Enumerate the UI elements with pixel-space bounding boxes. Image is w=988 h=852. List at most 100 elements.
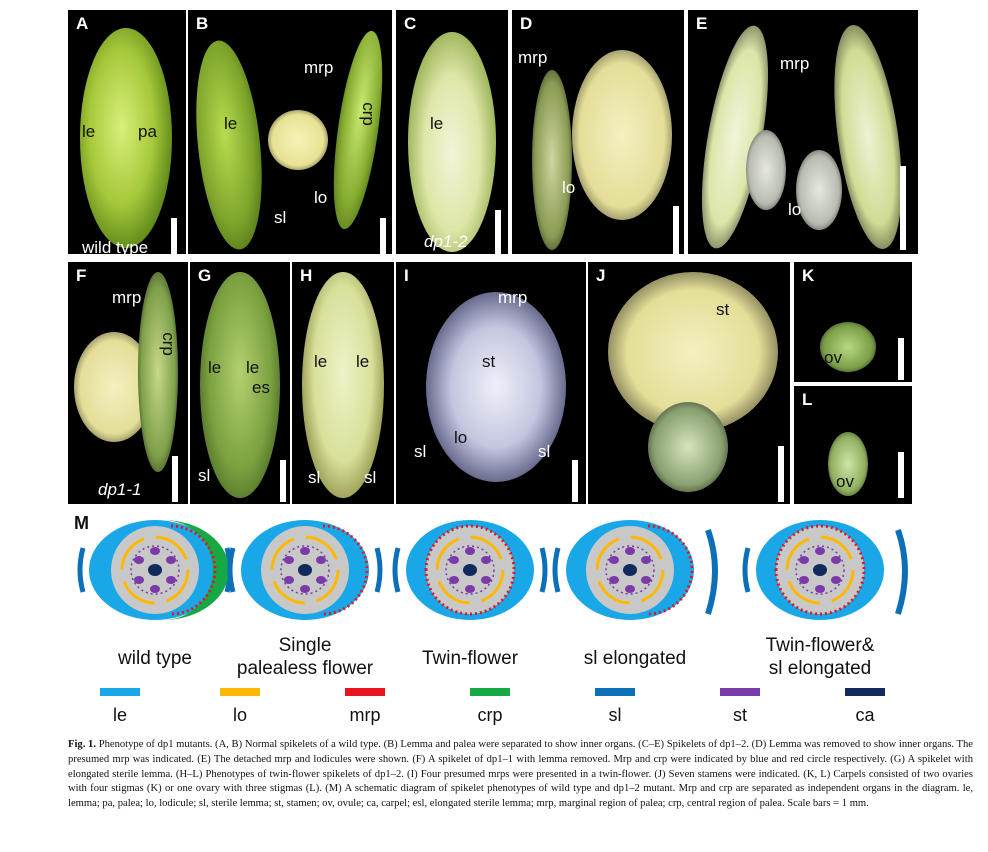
lemma-shape <box>188 37 271 253</box>
panel-label-k: K <box>802 266 815 285</box>
legend-label-le: le <box>112 705 127 725</box>
label-le: le <box>82 122 96 141</box>
scale-bar <box>898 338 904 380</box>
panel-e: E mrp lo <box>688 10 918 254</box>
panel-label-b: B <box>196 14 209 33</box>
label-pa: pa <box>138 122 157 141</box>
label-lo: lo <box>454 428 468 447</box>
panel-j: J st <box>588 262 790 504</box>
panel-d: D mrp lo <box>512 10 684 254</box>
label-mrp: mrp <box>498 288 528 307</box>
panel-k: K ov <box>794 262 912 382</box>
label-sl: sl <box>198 466 211 485</box>
legend-label-crp: crp <box>477 705 503 725</box>
scale-bar <box>900 166 906 250</box>
scale-bar <box>778 446 784 502</box>
legend-swatch-lo <box>220 688 260 696</box>
ovary-shape <box>820 322 876 372</box>
label-wild-type: wild type <box>82 238 149 254</box>
condition-twin-sl-elongated: Twin-flower& sl elongated <box>745 634 895 680</box>
stamens-shape <box>572 50 672 220</box>
panel-label-g: G <box>198 266 212 285</box>
lodicule-shape <box>746 130 786 210</box>
panel-a: A le pa wild type <box>68 10 186 254</box>
panel-g: G le le es sl <box>190 262 290 504</box>
label-crp: crp <box>158 332 178 356</box>
scale-bar <box>172 456 178 502</box>
label-mrp: mrp <box>780 54 810 73</box>
legend-swatch-sl <box>595 688 635 696</box>
legend-swatch-st <box>720 688 760 696</box>
panel-label-j: J <box>596 266 606 285</box>
legend-swatch-crp <box>470 688 510 696</box>
condition-twin-sl-elongated-text: Twin-flower& sl elongated <box>765 635 875 679</box>
scale-bar <box>495 210 501 254</box>
panel-i: I mrp st lo sl sl <box>396 262 586 504</box>
label-st: st <box>716 300 730 319</box>
condition-wild-type: wild type <box>118 648 192 669</box>
label-crp: crp <box>358 102 378 126</box>
panel-label-f: F <box>76 266 87 285</box>
condition-single-palealess-text: Single palealess flower <box>236 635 374 679</box>
spikelet-shape <box>302 272 384 498</box>
diagram-twin-flower <box>392 520 548 620</box>
ovary-shape <box>828 432 868 496</box>
palea-shape <box>324 28 392 232</box>
label-le: le <box>224 114 238 133</box>
scale-bar <box>898 452 904 498</box>
scale-bar <box>673 206 679 254</box>
panel-label-c: C <box>404 14 417 33</box>
condition-twin-flower: Twin-flower <box>421 648 519 669</box>
panel-l: L ov <box>794 386 912 504</box>
legend-label-ca: ca <box>855 705 875 725</box>
legend-swatch-ca <box>845 688 885 696</box>
label-lo: lo <box>314 188 328 207</box>
label-sl: sl <box>274 208 287 227</box>
spikelet-shape <box>200 272 280 498</box>
stamens-shape <box>268 110 328 170</box>
legend-swatch-mrp <box>345 688 385 696</box>
label-sl: sl <box>308 468 321 487</box>
spikelet-shape <box>408 32 496 252</box>
panel-label-i: I <box>404 266 409 285</box>
label-dp1-2: dp1-2 <box>424 232 468 251</box>
legend-label-mrp: mrp <box>349 705 381 725</box>
panel-label-d: D <box>520 14 533 33</box>
label-mrp: mrp <box>304 58 334 77</box>
panel-b: B le mrp crp lo sl <box>188 10 392 254</box>
diagram-twin-sl-elongated <box>742 520 908 620</box>
diagram-single-palealess <box>227 520 383 620</box>
scale-bar <box>380 218 386 254</box>
panel-label-h: H <box>300 266 313 285</box>
label-lo: lo <box>562 178 576 197</box>
figure-caption: Fig. 1. Phenotype of dp1 mutants. (A, B)… <box>68 738 973 812</box>
panel-label-a: A <box>76 14 89 33</box>
label-le: le <box>430 114 444 133</box>
label-mrp: mrp <box>518 48 548 67</box>
label-mrp: mrp <box>112 288 142 307</box>
lodicule-shape <box>796 150 842 230</box>
label-es: es <box>252 378 270 397</box>
label-sl: sl <box>364 468 377 487</box>
panel-label-e: E <box>696 14 708 33</box>
label-le: le <box>208 358 222 377</box>
scale-bar <box>280 460 286 502</box>
legend-swatch-le <box>100 688 140 696</box>
caption-text: Phenotype of dp1 mutants. (A, B) Normal … <box>68 739 973 810</box>
diagram-wild-type <box>77 520 233 620</box>
diagram-sl-elongated <box>552 520 718 620</box>
label-sl: sl <box>414 442 427 461</box>
caption-figure-number: Fig. 1. <box>68 739 96 750</box>
label-le: le <box>356 352 370 371</box>
label-le: le <box>246 358 260 377</box>
label-le: le <box>314 352 328 371</box>
label-lo: lo <box>788 200 802 219</box>
panel-h: H le le sl sl <box>292 262 394 504</box>
label-dp1-1: dp1-1 <box>98 480 142 499</box>
panel-f: F mrp crp dp1-1 <box>68 262 188 504</box>
legend-label-st: st <box>732 705 747 725</box>
spikelet-shape <box>80 28 172 248</box>
scale-bar <box>171 218 177 254</box>
label-sl: sl <box>538 442 551 461</box>
mrps-shape <box>426 292 566 482</box>
